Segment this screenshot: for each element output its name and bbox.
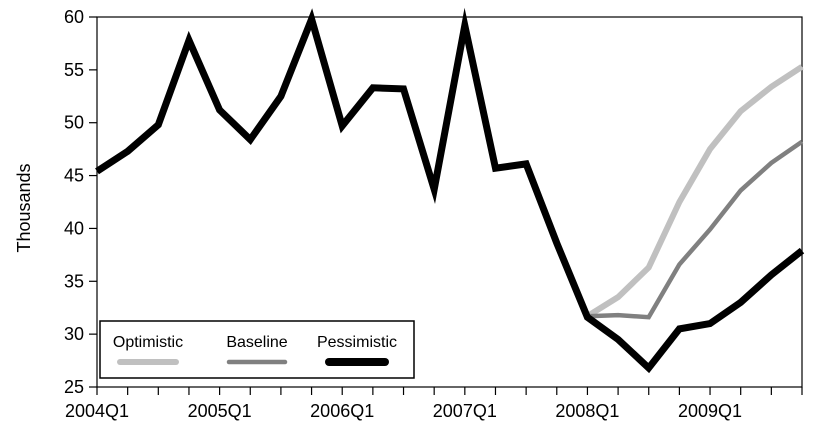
x-tick-label: 2008Q1 [555,401,619,421]
y-axis-title: Thousands [14,163,34,252]
y-tick-label: 60 [64,7,84,27]
legend-box [99,320,415,379]
series-line-optimistic [585,64,804,319]
legend-label-baseline: Baseline [226,334,287,351]
y-tick-label: 45 [64,166,84,186]
series-line-baseline [587,139,804,320]
legend: Optimistic Baseline Pessimistic [99,320,415,379]
y-tick-label: 50 [64,113,84,133]
y-tick-label: 35 [64,271,84,291]
x-tick-label: 2004Q1 [65,401,129,421]
y-tick-label: 55 [64,60,84,80]
series-line-pessimistic [95,7,805,374]
legend-label-pessimistic: Pessimistic [317,334,397,351]
x-tick-label: 2006Q1 [310,401,374,421]
x-tick-label: 2009Q1 [678,401,742,421]
y-tick-label: 25 [64,377,84,397]
x-tick-label: 2005Q1 [188,401,252,421]
x-tick-label: 2007Q1 [433,401,497,421]
y-tick-label: 40 [64,218,84,238]
plot-area-frame [96,16,803,388]
y-tick-label: 30 [64,324,84,344]
legend-label-optimistic: Optimistic [113,334,183,351]
